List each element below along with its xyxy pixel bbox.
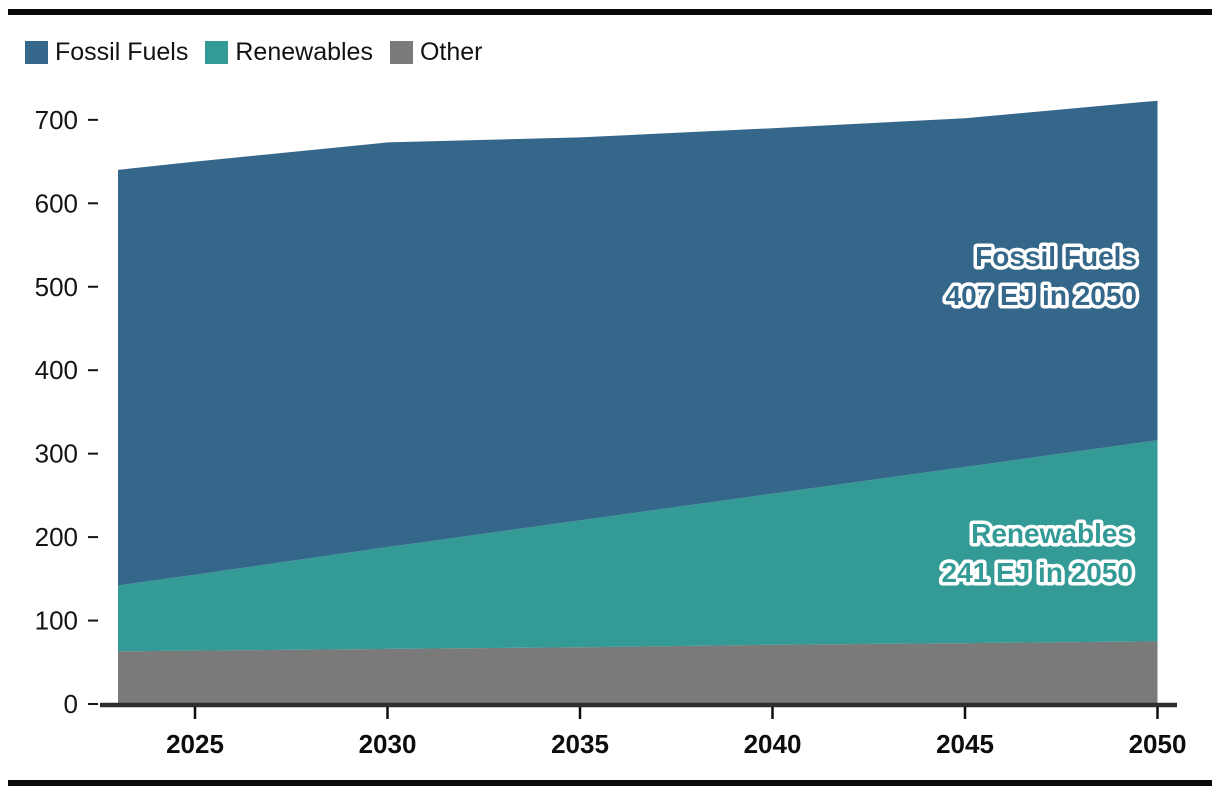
- legend-label-renewables: Renewables: [235, 38, 373, 66]
- y-tick-label: 500: [35, 272, 78, 302]
- legend-item-other: Other: [389, 38, 483, 66]
- other-swatch-icon: [389, 41, 413, 64]
- area-other: [118, 641, 1158, 704]
- x-tick-label: 2045: [936, 729, 994, 759]
- legend: Fossil Fuels Renewables Other: [25, 38, 483, 66]
- y-tick-label: 400: [35, 355, 78, 385]
- area-renewables: [118, 440, 1158, 652]
- renewables-swatch-icon: [205, 41, 229, 64]
- legend-item-renewables: Renewables: [205, 38, 373, 66]
- legend-label-other: Other: [419, 38, 483, 66]
- legend-label-fossil-fuels: Fossil Fuels: [55, 38, 189, 66]
- annotation-fossil-fuels-label: 407 EJ in 2050: [946, 280, 1137, 311]
- x-tick-label: 2040: [744, 729, 802, 759]
- annotation-renewables-label: Renewables: [971, 518, 1133, 549]
- y-tick-label: 100: [35, 606, 78, 636]
- area-fossil-fuels: [118, 100, 1158, 586]
- annotation-renewables-label: 241 EJ in 2050: [942, 557, 1133, 588]
- y-tick-label: 600: [35, 188, 78, 218]
- x-tick-label: 2025: [166, 729, 224, 759]
- x-tick-label: 2050: [1129, 729, 1187, 759]
- bottom-rule: [8, 780, 1212, 786]
- legend-item-fossil-fuels: Fossil Fuels: [25, 38, 189, 66]
- y-tick-label: 700: [35, 105, 78, 135]
- y-tick-label: 300: [35, 439, 78, 469]
- x-tick-label: 2030: [359, 729, 417, 759]
- fossil-fuels-swatch-icon: [25, 41, 48, 64]
- x-tick-label: 2035: [551, 729, 609, 759]
- y-tick-label: 0: [64, 689, 78, 719]
- top-rule: [8, 9, 1212, 15]
- y-tick-label: 200: [35, 522, 78, 552]
- annotation-fossil-fuels-label: Fossil Fuels: [975, 241, 1137, 272]
